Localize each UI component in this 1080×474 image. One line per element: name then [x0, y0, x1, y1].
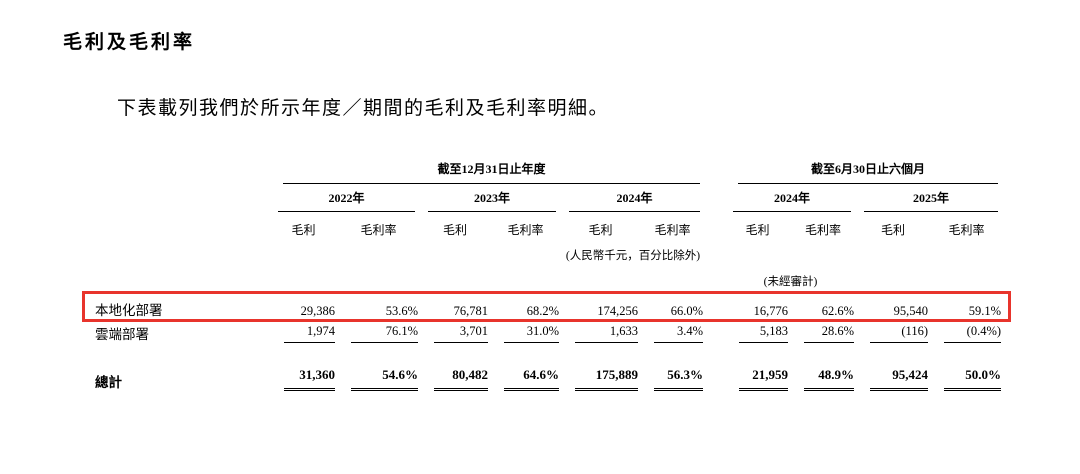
measure-header: 毛利	[745, 223, 770, 237]
year-header-row: 2022年 2023年 2024年 2024年 2025年	[85, 184, 1003, 212]
page-title: 毛利及毛利率	[63, 32, 196, 53]
measure-header: 毛利率	[507, 223, 544, 237]
gross-profit-table-grid: 截至12月31日止年度 截至6月30日止六個月 2022年 2023年 2024…	[85, 157, 1003, 391]
cell-value: 1,633	[575, 324, 638, 343]
cell-value: 68.2%	[526, 304, 559, 318]
year-header-2022: 2022年	[278, 189, 415, 212]
units-note-row: (人民幣千元，百分比除外)	[85, 238, 1003, 263]
cell-value: 16,776	[753, 304, 789, 318]
year-header-interim-2024: 2024年	[733, 189, 852, 212]
table-row-onpremise: 本地化部署 29,386 53.6% 76,781 68.2% 174,256 …	[85, 289, 1003, 319]
cell-value: 76.1%	[351, 324, 418, 343]
cell-value: 21,959	[739, 367, 789, 391]
cell-value: (116)	[870, 324, 929, 343]
unaudited-note-row: (未經審計)	[85, 263, 1003, 289]
cell-value: 31,360	[284, 367, 335, 391]
measure-header: 毛利率	[360, 223, 397, 237]
year-header-annual-2024: 2024年	[569, 189, 701, 212]
units-note: (人民幣千元，百分比除外)	[565, 250, 701, 262]
measure-header: 毛利	[291, 223, 316, 237]
cell-value: 62.6%	[821, 304, 855, 318]
cell-value: 3.4%	[654, 324, 704, 343]
cell-value: 76,781	[453, 304, 488, 318]
cell-value: 28.6%	[804, 324, 855, 343]
cell-value: 64.6%	[504, 367, 559, 391]
year-header-2023: 2023年	[428, 189, 556, 212]
year-header-2025: 2025年	[864, 189, 999, 212]
cell-value: 54.6%	[351, 367, 418, 391]
row-label: 雲端部署	[95, 327, 149, 342]
cell-value: (0.4%)	[944, 324, 1002, 343]
table-row-cloud: 雲端部署 1,974 76.1% 3,701 31.0% 1,633 3.4% …	[85, 319, 1003, 343]
cell-value: 59.1%	[968, 304, 1002, 318]
cell-value: 66.0%	[670, 304, 704, 318]
cell-value: 29,386	[300, 304, 335, 318]
cell-value: 80,482	[434, 367, 488, 391]
intro-text: 下表載列我們於所示年度／期間的毛利及毛利率明細。	[117, 98, 610, 119]
period-group-row: 截至12月31日止年度 截至6月30日止六個月	[85, 157, 1003, 184]
measure-header: 毛利	[442, 223, 467, 237]
cell-value: 174,256	[597, 304, 638, 318]
cell-value: 56.3%	[654, 367, 704, 391]
cell-value: 175,889	[575, 367, 638, 391]
measure-header-row: 毛利 毛利率 毛利 毛利率 毛利 毛利率 毛利 毛利率 毛利 毛利率	[85, 212, 1003, 238]
unaudited-note: (未經審計)	[763, 276, 818, 288]
table-row-total: 總計 31,360 54.6% 80,482 64.6% 175,889 56.…	[85, 365, 1003, 391]
cell-value: 50.0%	[944, 367, 1002, 391]
cell-value: 48.9%	[804, 367, 855, 391]
cell-value: 95,540	[893, 304, 929, 318]
document: 毛利及毛利率 下表載列我們於所示年度／期間的毛利及毛利率明細。 截至12月31日…	[63, 32, 1015, 391]
measure-header: 毛利率	[654, 223, 691, 237]
measure-header: 毛利率	[805, 223, 842, 237]
cell-value: 31.0%	[504, 324, 559, 343]
row-label: 總計	[95, 375, 122, 390]
period-group-annual: 截至12月31日止年度	[283, 160, 701, 184]
cell-value: 95,424	[870, 367, 929, 391]
cell-value: 5,183	[739, 324, 789, 343]
measure-header: 毛利	[588, 223, 613, 237]
cell-value: 1,974	[284, 324, 335, 343]
cell-value: 53.6%	[385, 304, 418, 318]
cell-value: 3,701	[434, 324, 488, 343]
gross-profit-table: 截至12月31日止年度 截至6月30日止六個月 2022年 2023年 2024…	[82, 157, 1015, 391]
measure-header: 毛利率	[948, 223, 985, 237]
period-group-interim: 截至6月30日止六個月	[738, 160, 999, 184]
row-label: 本地化部署	[95, 303, 163, 318]
measure-header: 毛利	[881, 223, 906, 237]
